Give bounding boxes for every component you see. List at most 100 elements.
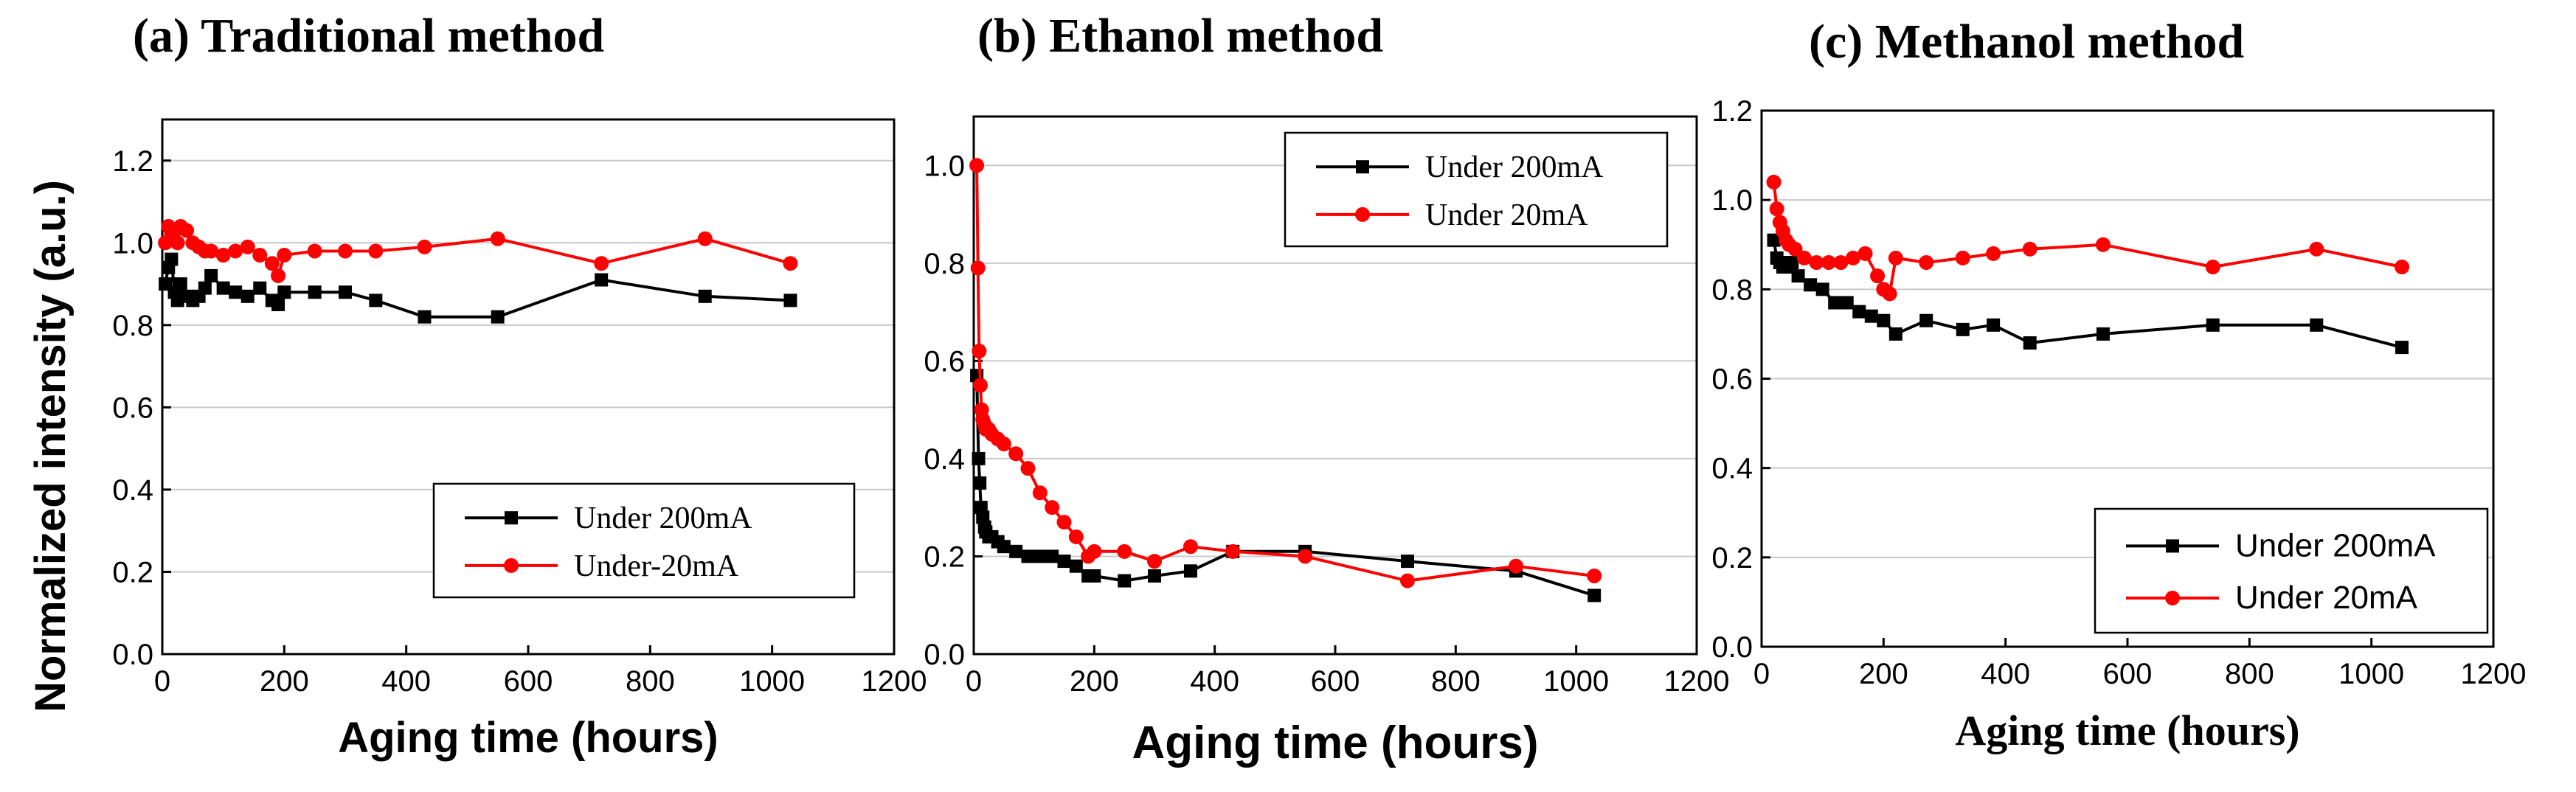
y-tick-label: 0.8 [924,248,965,280]
data-point [1919,313,1933,327]
data-point [1804,278,1818,292]
x-tick-label: 200 [260,665,309,698]
data-point [1846,250,1860,265]
x-tick-label: 400 [381,665,431,698]
data-point [1766,174,1782,190]
legend-label: Under-20mA [574,549,739,583]
data-point [1020,461,1036,476]
legend-box [432,482,856,599]
data-point [204,243,219,259]
data-point [1117,543,1132,559]
x-tick-label: 0 [154,665,170,698]
chart-title: (a) Traditional method [133,9,604,63]
data-point [972,378,988,393]
data-point [997,540,1011,554]
data-point [1148,569,1161,583]
x-tick-label: 600 [1311,665,1360,698]
data-point [1045,500,1060,515]
data-point [339,285,352,299]
data-point [1021,549,1035,563]
y-tick-label: 1.0 [112,227,153,260]
y-tick-label: 0.4 [1711,453,1753,485]
data-point [307,243,322,259]
y-tick-label: 0.0 [112,639,153,671]
data-point [271,297,285,311]
data-point [173,277,187,291]
legend-box [1284,131,1669,248]
y-tick-label: 0.2 [112,556,153,588]
data-point [1787,241,1803,257]
data-point [1828,296,1842,310]
data-point [338,243,353,259]
data-point [240,239,255,254]
data-point [1955,250,1970,265]
data-point [972,451,986,465]
data-point [1833,254,1849,270]
data-point [1009,544,1023,558]
data-point [996,437,1011,452]
data-point [1298,549,1313,564]
legend-marker [2166,539,2179,553]
data-point [490,231,505,246]
data-point [277,248,292,263]
y-tick-label: 0.4 [112,474,153,507]
x-tick-label: 1000 [1543,665,1609,698]
data-point [1225,543,1241,559]
data-point [1821,254,1836,270]
data-point [1840,296,1854,310]
data-point [2095,237,2111,252]
legend-marker [1356,160,1369,174]
legend: Under 200mA Under-20mA [432,482,856,599]
data-point [1118,574,1132,588]
legend-label: Under 20mA [1425,198,1588,232]
data-point [1852,305,1866,319]
data-point [165,252,179,266]
data-point [1033,549,1047,563]
data-point [2310,318,2324,332]
y-tick-label: 0.0 [924,639,965,671]
data-point [1400,573,1415,588]
data-point [1986,246,2001,261]
data-point [698,289,712,303]
data-point [1087,569,1101,583]
data-point [229,285,243,299]
legend-marker [2165,590,2180,605]
data-point [2395,260,2409,275]
y-tick-label: 0.8 [112,310,153,342]
data-point [594,256,609,271]
data-point [491,310,505,324]
data-point [2023,336,2037,350]
chart-title: (b) Ethanol method [977,9,1383,63]
data-point [1056,515,1072,530]
x-tick-label: 1000 [2338,658,2404,690]
legend-marker [504,557,519,573]
legend: Under 200mA Under 20mA [2094,507,2489,634]
x-tick-label: 600 [2103,658,2153,690]
data-point [1767,233,1781,247]
data-point [2309,241,2324,257]
data-point [1769,201,1784,217]
data-point [1068,529,1084,544]
data-point [1919,254,1934,270]
legend-marker [1355,206,1370,222]
chart-title: (c) Methanol method [1809,15,2244,69]
data-point [1815,282,1829,296]
data-point [418,310,432,324]
data-point [2205,260,2220,275]
data-point [969,158,985,173]
x-tick-label: 600 [504,665,553,698]
data-point [417,239,432,254]
data-point [228,243,243,259]
x-tick-label: 1200 [862,665,927,698]
x-tick-label: 0 [966,665,982,698]
data-point [1857,246,1873,261]
y-tick-label: 1.2 [1711,95,1753,128]
data-point [1888,250,1903,265]
data-point [1032,485,1048,501]
data-point [595,273,609,287]
chart-panel-1: (a) Traditional method 0.0 0.2 0.4 0.6 0.8 1.0… [112,9,927,762]
data-point [1183,539,1198,555]
data-point [216,281,230,295]
data-point [2022,241,2037,257]
